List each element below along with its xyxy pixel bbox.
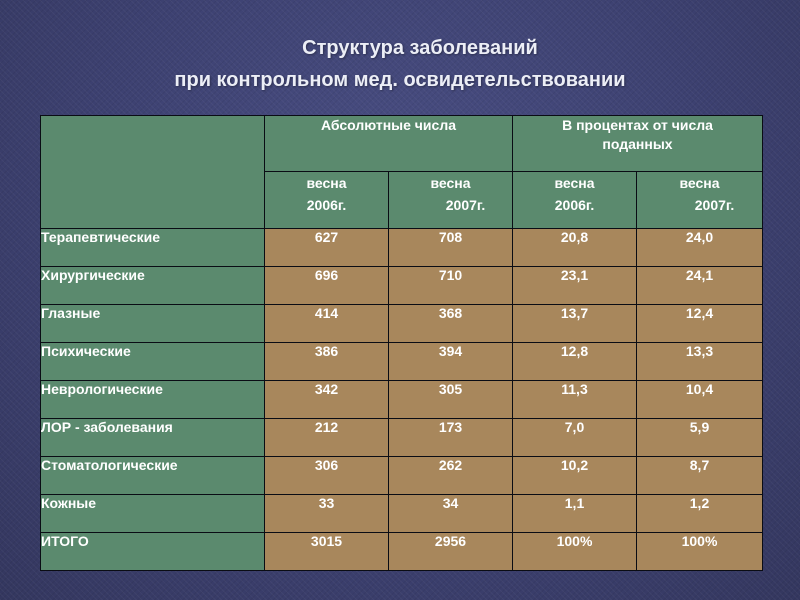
row-value: 394 (388, 342, 513, 381)
row-value: 386 (264, 342, 389, 381)
row-label: Терапевтические (40, 228, 265, 267)
header-season: весна (679, 175, 720, 191)
row-value: 13,7 (512, 304, 637, 343)
row-value: 708 (388, 228, 513, 267)
row-value: 10,2 (512, 456, 637, 495)
row-value: 173 (388, 418, 513, 457)
row-value: 100% (635, 532, 764, 571)
table-row: Неврологические 342 305 11,3 10,4 (40, 380, 764, 419)
row-value: 1,1 (512, 494, 637, 533)
row-value: 12,8 (512, 342, 637, 381)
header-year: 2006г. (306, 197, 347, 213)
row-value: 306 (264, 456, 389, 495)
row-value: 1,2 (635, 494, 764, 533)
row-value: 33 (264, 494, 389, 533)
row-value: 8,7 (635, 456, 764, 495)
header-sub-abs-2006: весна 2006г. (264, 171, 389, 229)
header-corner-cell (40, 115, 265, 229)
title-line-2: при контрольном мед. освидетельствовании (174, 69, 626, 91)
header-season: весна (554, 175, 595, 191)
row-value: 368 (388, 304, 513, 343)
row-label: Кожные (40, 494, 265, 533)
header-sub-abs-2007: весна 2007г. (388, 171, 513, 229)
header-percent-line-2: поданных (602, 136, 673, 152)
table-row: Психические 386 394 12,8 13,3 (40, 342, 764, 381)
header-row-groups: Абсолютные числа В процентах от числа по… (40, 115, 764, 229)
row-value: 13,3 (635, 342, 764, 381)
row-value: 24,0 (635, 228, 764, 267)
row-value: 11,3 (512, 380, 637, 419)
header-season: весна (430, 175, 471, 191)
header-sub-pct-2007: весна 2007г. (635, 171, 764, 229)
row-value: 10,4 (635, 380, 764, 419)
row-value: 2956 (388, 532, 513, 571)
header-year: 2007г. (694, 197, 735, 213)
table-row: ЛОР - заболевания 212 173 7,0 5,9 (40, 418, 764, 457)
row-value: 100% (512, 532, 637, 571)
header-row-seasons: весна 2006г. весна 2007г. весна 2006г. в… (41, 171, 764, 229)
slide-title: Структура заболеваний при контрольном ме… (0, 32, 800, 96)
disease-structure-table: Абсолютные числа В процентах от числа по… (40, 115, 764, 571)
header-absolute-numbers: Абсолютные числа (264, 115, 513, 172)
row-value: 262 (388, 456, 513, 495)
row-value: 305 (388, 380, 513, 419)
table-row: Терапевтические 627 708 20,8 24,0 (40, 228, 764, 267)
row-label: Неврологические (40, 380, 265, 419)
row-label: Стоматологические (40, 456, 265, 495)
header-season: весна (306, 175, 347, 191)
row-value: 414 (264, 304, 389, 343)
row-label: Хирургические (40, 266, 265, 305)
table-row: Хирургические 696 710 23,1 24,1 (40, 266, 764, 305)
row-value: 20,8 (512, 228, 637, 267)
row-label: Психические (40, 342, 265, 381)
table-row: ИТОГО 3015 2956 100% 100% (40, 532, 764, 571)
row-value: 710 (388, 266, 513, 305)
row-value: 342 (264, 380, 389, 419)
table-row: Глазные 414 368 13,7 12,4 (40, 304, 764, 343)
header-percent-line-1: В процентах от числа (562, 117, 713, 133)
header-sub-pct-2006: весна 2006г. (512, 171, 637, 229)
row-label: Глазные (40, 304, 265, 343)
header-year: 2006г. (554, 197, 595, 213)
header-percent: В процентах от числа поданных (511, 115, 764, 172)
row-value: 23,1 (512, 266, 637, 305)
row-value: 5,9 (635, 418, 764, 457)
table-row: Стоматологические 306 262 10,2 8,7 (40, 456, 764, 495)
row-value: 12,4 (635, 304, 764, 343)
table-body: Терапевтические 627 708 20,8 24,0 Хирургическ… (40, 228, 764, 571)
row-value: 3015 (264, 532, 389, 571)
table-row: Кожные 33 34 1,1 1,2 (40, 494, 764, 533)
row-value: 24,1 (635, 266, 764, 305)
row-value: 696 (264, 266, 389, 305)
header-year: 2007г. (445, 197, 486, 213)
header-absolute-label: Абсолютные числа (320, 117, 457, 133)
row-label: ЛОР - заболевания (40, 418, 265, 457)
row-value: 7,0 (512, 418, 637, 457)
title-line-1: Структура заболеваний (302, 37, 538, 59)
row-value: 212 (264, 418, 389, 457)
row-label: ИТОГО (40, 532, 265, 571)
row-value: 34 (388, 494, 513, 533)
row-value: 627 (264, 228, 389, 267)
